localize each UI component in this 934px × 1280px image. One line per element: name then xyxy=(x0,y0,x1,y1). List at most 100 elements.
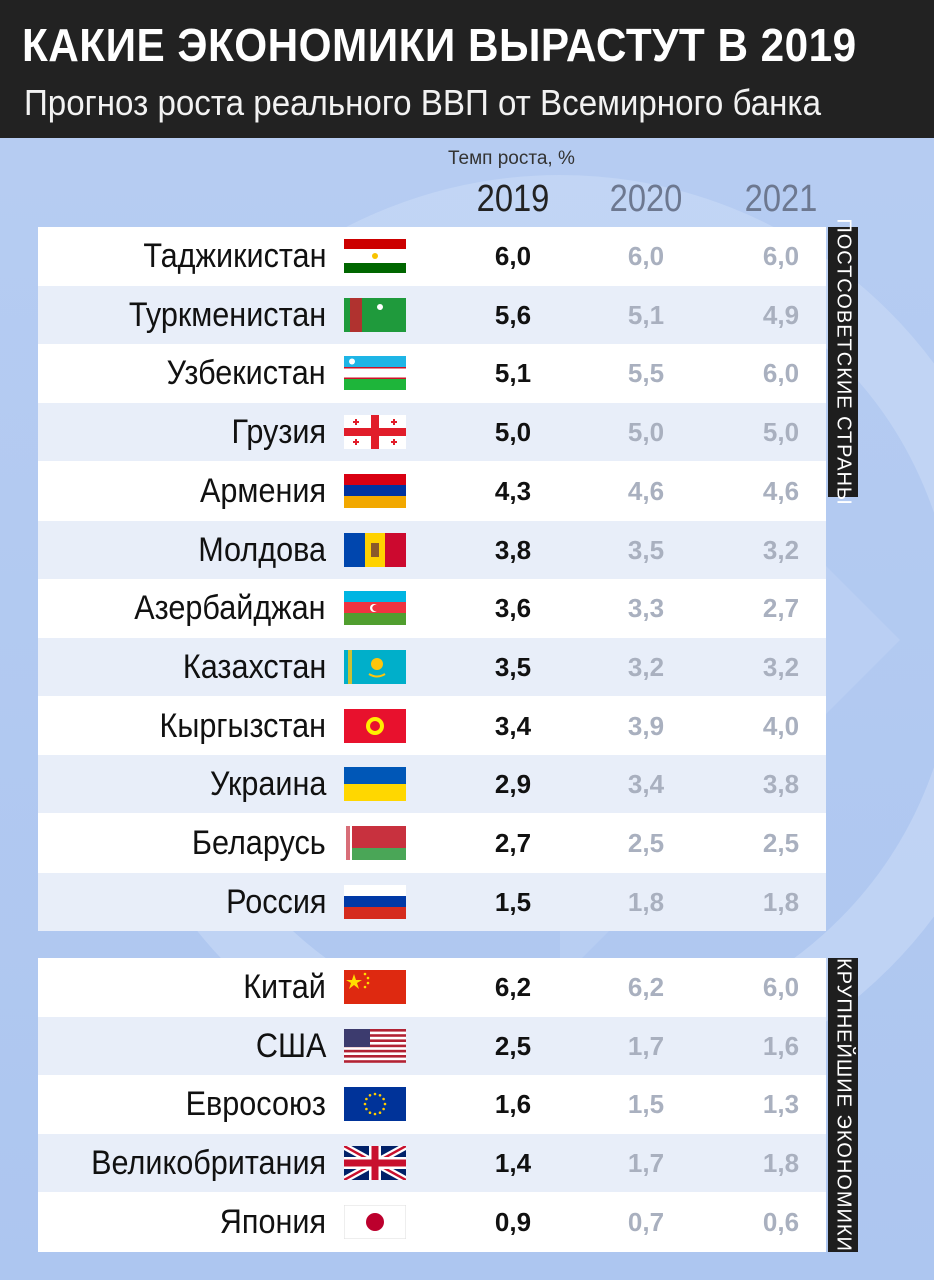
page-title: КАКИЕ ЭКОНОМИКИ ВЫРАСТУТ В 2019 xyxy=(22,19,857,71)
ukraine-flag-icon xyxy=(344,767,406,802)
table-row: Великобритания 1,4 1,7 1,8 xyxy=(38,1134,826,1193)
value-2021: 3,2 xyxy=(762,651,800,682)
eu-flag-icon xyxy=(344,1087,406,1122)
japan-flag-icon xyxy=(344,1204,406,1239)
value-2021: 1,8 xyxy=(762,886,800,917)
value-2020: 3,4 xyxy=(627,769,665,800)
value-2021: 4,0 xyxy=(762,710,800,741)
kyrgyzstan-flag-icon xyxy=(344,708,406,743)
table-row: Казахстан 3,5 3,2 3,2 xyxy=(38,637,826,696)
belarus-flag-icon xyxy=(344,826,406,860)
country-name: Украина xyxy=(209,765,326,804)
value-2020: 1,7 xyxy=(627,1030,665,1061)
table-row: США 2,5 1,7 1,6 xyxy=(38,1016,826,1075)
value-2020: 4,6 xyxy=(627,475,665,506)
uzbekistan-flag-icon xyxy=(344,356,406,391)
value-2019: 5,6 xyxy=(494,299,532,330)
value-2021: 4,6 xyxy=(762,475,800,506)
value-2019: 2,5 xyxy=(494,1030,532,1061)
value-2019: 3,5 xyxy=(494,651,532,682)
value-2021: 3,8 xyxy=(762,769,800,800)
russia-flag-icon xyxy=(344,884,406,919)
value-2021: 2,5 xyxy=(762,828,800,858)
value-2019: 4,3 xyxy=(494,475,532,506)
value-2019: 6,0 xyxy=(494,241,532,271)
turkmenistan-flag-icon xyxy=(344,297,406,332)
value-2020: 2,5 xyxy=(627,828,665,858)
value-2020: 6,0 xyxy=(627,241,665,271)
country-name: Китай xyxy=(243,968,326,1006)
group-label-text: ПОСТСОВЕТСКИЕ СТРАНЫ xyxy=(832,218,855,506)
value-2019: 1,4 xyxy=(494,1148,532,1179)
group-label-text: КРУПНЕЙШИЕ ЭКОНОМИКИ xyxy=(832,958,855,1252)
georgia-flag-icon xyxy=(344,415,406,450)
value-2019: 3,6 xyxy=(494,593,532,624)
value-2020: 1,7 xyxy=(627,1148,665,1179)
table-row: Кыргызстан 3,4 3,9 4,0 xyxy=(38,696,826,755)
azerbaijan-flag-icon xyxy=(344,591,406,626)
major-economies-table: Китай 6,2 6,2 6,0 США 2,5 1,7 1,6 Евросоюз 1,6 1,5… xyxy=(38,958,826,1252)
value-2021: 3,2 xyxy=(762,534,800,565)
value-2020: 5,5 xyxy=(627,358,665,389)
table-row: Азербайджан 3,6 3,3 2,7 xyxy=(38,579,826,638)
table-row: Япония 0,9 0,7 0,6 xyxy=(38,1192,826,1251)
moldova-flag-icon xyxy=(344,532,406,567)
table-row: Китай 6,2 6,2 6,0 xyxy=(38,958,826,1016)
table-row: Евросоюз 1,6 1,5 1,3 xyxy=(38,1075,826,1134)
value-2021: 1,6 xyxy=(762,1030,800,1061)
value-2019: 2,7 xyxy=(494,828,532,858)
country-name: Азербайджан xyxy=(134,589,326,628)
table-row: Грузия 5,0 5,0 5,0 xyxy=(38,403,826,462)
value-2019: 1,6 xyxy=(494,1089,532,1120)
tajikistan-flag-icon xyxy=(344,239,406,273)
usa-flag-icon xyxy=(344,1028,406,1063)
value-2020: 1,8 xyxy=(627,886,665,917)
value-2021: 2,7 xyxy=(762,593,800,624)
table-row: Украина 2,9 3,4 3,8 xyxy=(38,755,826,814)
value-2021: 0,6 xyxy=(762,1206,800,1237)
country-name: Кыргызстан xyxy=(159,706,326,745)
country-name: Грузия xyxy=(231,413,326,452)
value-2019: 2,9 xyxy=(494,769,532,800)
column-header-2021: 2021 xyxy=(744,178,818,220)
table-row: Туркменистан 5,6 5,1 4,9 xyxy=(38,285,826,344)
column-header-2020: 2020 xyxy=(609,178,683,220)
country-name: Туркменистан xyxy=(128,295,326,334)
value-2021: 4,9 xyxy=(762,299,800,330)
uk-flag-icon xyxy=(344,1146,406,1181)
page-subtitle: Прогноз роста реального ВВП от Всемирног… xyxy=(24,82,822,123)
value-2021: 5,0 xyxy=(762,417,800,448)
value-2019: 3,4 xyxy=(494,710,532,741)
column-caption: Темп роста, % xyxy=(448,148,575,169)
header: КАКИЕ ЭКОНОМИКИ ВЫРАСТУТ В 2019 Прогноз … xyxy=(0,0,934,138)
value-2021: 1,8 xyxy=(762,1148,800,1179)
table-row: Армения 4,3 4,6 4,6 xyxy=(38,461,826,520)
value-2019: 1,5 xyxy=(494,886,532,917)
group-label-post-soviet: ПОСТСОВЕТСКИЕ СТРАНЫ xyxy=(828,218,858,506)
country-name: Япония xyxy=(219,1202,326,1241)
country-name: Таджикистан xyxy=(142,237,326,275)
group-label-major: КРУПНЕЙШИЕ ЭКОНОМИКИ xyxy=(828,958,858,1252)
value-2021: 6,0 xyxy=(762,972,800,1002)
table-row: Таджикистан 6,0 6,0 6,0 xyxy=(38,227,826,285)
value-2020: 3,5 xyxy=(627,534,665,565)
value-2020: 5,0 xyxy=(627,417,665,448)
value-2020: 3,2 xyxy=(627,651,665,682)
value-2019: 5,1 xyxy=(494,358,532,389)
value-2020: 0,7 xyxy=(627,1206,665,1237)
table-row: Узбекистан 5,1 5,5 6,0 xyxy=(38,344,826,403)
table-row: Беларусь 2,7 2,5 2,5 xyxy=(38,814,826,872)
value-2020: 3,3 xyxy=(627,593,665,624)
value-2020: 1,5 xyxy=(627,1089,665,1120)
country-name: Казахстан xyxy=(182,647,326,686)
post-soviet-table: Таджикистан 6,0 6,0 6,0 Туркменистан 5,6 5,1 4,… xyxy=(38,227,826,931)
armenia-flag-icon xyxy=(344,473,406,508)
value-2019: 5,0 xyxy=(494,417,532,448)
table-row: Молдова 3,8 3,5 3,2 xyxy=(38,520,826,579)
country-name: Узбекистан xyxy=(167,354,326,393)
country-name: Армения xyxy=(199,471,326,510)
country-name: Молдова xyxy=(198,530,326,569)
value-2021: 1,3 xyxy=(762,1089,800,1120)
value-2019: 3,8 xyxy=(494,534,532,565)
value-2020: 5,1 xyxy=(627,299,665,330)
